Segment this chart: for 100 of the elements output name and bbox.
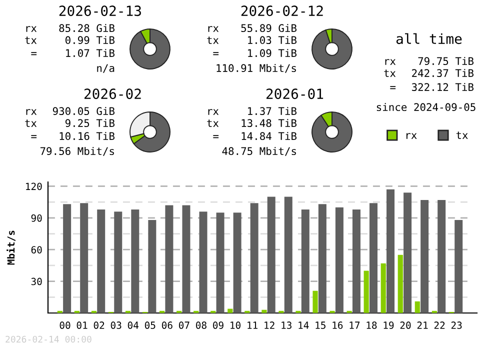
text: tx [207,36,219,44]
bar [131,209,140,313]
legend-label: tx [456,132,468,139]
bar [420,200,429,313]
text: 48.75 Mbit/s [222,146,296,156]
text: 322.12 TiB [412,82,474,92]
x-tick-label: 10 [230,322,240,329]
x-tick-label: 04 [128,322,139,329]
text: rx [26,26,37,32]
x-tick-label: 00 [60,322,70,329]
bar [414,301,420,313]
text: rx [26,109,37,115]
x-tick-label: 22 [434,322,445,329]
text: all time [396,33,462,44]
x-tick-label: 16 [332,322,343,329]
bar [63,204,72,313]
bar [216,212,224,313]
y-tick-label: 120 [26,182,42,190]
text: = [31,135,37,138]
bar [80,203,88,313]
text: 9.25 TiB [65,118,115,128]
text: rx [208,109,219,115]
text: = [31,52,37,56]
bar [228,308,233,313]
text: 930.05 GiB [52,106,115,116]
bar [301,209,310,313]
text: 1.03 TiB [248,36,297,44]
donut-slice [312,28,352,70]
x-tick-label: 18 [366,322,377,329]
text: 1.07 TiB [66,48,115,58]
text: 0.99 TiB [66,36,115,44]
y-tick-label: 30 [31,278,42,286]
x-tick-label: 21 [417,322,428,329]
y-axis-title: Mbit/s [6,230,16,265]
x-tick-label: 14 [298,322,309,329]
bar [97,209,106,313]
text: tx [207,120,219,127]
text: 55.89 GiB [241,24,297,32]
bar [335,207,344,313]
text: = [390,86,396,90]
text: = [213,135,219,138]
text: 85.28 GiB [59,24,115,32]
x-tick-label: 23 [451,322,462,329]
bar [262,310,267,313]
bar [438,200,446,313]
x-tick-label: 12 [264,322,274,329]
legend-label: rx [406,133,417,139]
bar [114,212,122,313]
text: tx [25,36,37,44]
x-tick-label: 13 [282,322,292,329]
text: rx [385,59,396,65]
text: 13.48 TiB [242,118,297,128]
x-tick-label: 03 [110,322,122,329]
donut-slice [312,112,352,152]
text: since 2024-09-05 [376,102,476,112]
x-tick-label: 08 [196,322,206,329]
text: 1.09 TiB [248,48,297,58]
x-tick-label: 17 [350,322,360,329]
x-tick-label: 06 [162,322,172,329]
text: = [213,52,219,56]
chart-title: 2026-02 [84,88,141,100]
bar [352,209,360,313]
bar [404,192,412,313]
chart-title: 2026-02-13 [59,6,141,16]
bar [398,254,403,313]
bar [312,290,318,313]
donut-slice [130,28,170,70]
x-tick-label: 11 [248,322,258,329]
bar [233,212,242,313]
bar [318,204,326,313]
x-tick-label: 05 [144,322,156,329]
bar [199,212,208,313]
text: 10.16 TiB [60,132,115,140]
bar [380,263,386,313]
text: rx [208,26,219,32]
bar [386,189,395,313]
bar [182,205,190,313]
x-tick-label: 19 [384,322,394,329]
y-tick-label: 60 [31,246,42,254]
bar [284,196,292,313]
text: 242.37 TiB [412,68,474,78]
text: 110.91 Mbit/s [216,64,296,73]
text: tx [384,70,396,77]
x-tick-label: 15 [316,322,326,329]
x-tick-label: 07 [178,322,190,329]
text: 79.75 TiB [418,56,474,66]
chart-title: 2026-01 [266,88,324,100]
x-tick-label: 09 [213,322,224,329]
x-tick-label: 20 [400,322,411,329]
bar [364,270,369,313]
x-tick-label: 02 [94,322,104,329]
text: n/a [97,64,114,73]
bar [165,205,174,313]
x-tick-label: 01 [76,322,88,329]
text: 1.37 TiB [248,106,297,116]
bar [267,196,276,313]
chart-title: 2026-02-12 [241,6,323,16]
bar [369,203,378,313]
text: 79.56 Mbit/s [40,146,114,156]
bar [148,220,156,313]
